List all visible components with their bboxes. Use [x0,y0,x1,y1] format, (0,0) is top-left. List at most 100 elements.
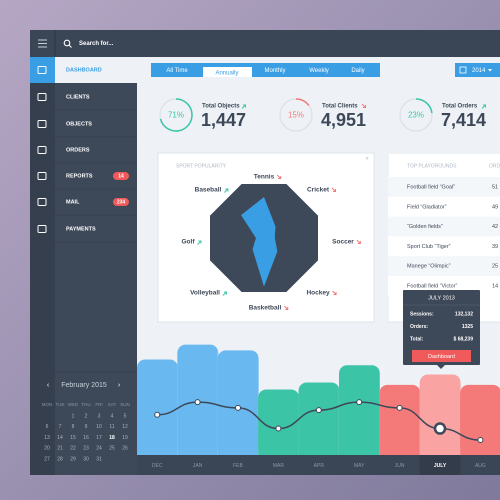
kpi-title: Total Clients [322,104,358,110]
calendar-month: February 2015 [61,382,107,389]
tab[interactable]: All Time [166,68,188,74]
line-point[interactable] [194,399,201,406]
month-label[interactable]: FEB [233,463,243,469]
calendar-day[interactable]: 26 [122,446,128,452]
radar-label: Golf [182,239,196,246]
calendar-day[interactable]: 28 [57,457,63,463]
nav-item[interactable]: OBJECTS [66,121,92,127]
calendar-day[interactable]: 6 [46,424,49,430]
calendar-day[interactable]: 15 [70,435,76,441]
weekday: SUN [120,402,130,407]
calendar-day[interactable]: 20 [44,446,50,452]
calendar-day[interactable]: 10 [96,424,102,430]
calendar-day[interactable]: 18 [109,435,115,441]
calendar-day[interactable]: 4 [111,413,114,419]
nav-item[interactable]: CLIENTS [66,94,90,100]
tab[interactable]: Annually [215,71,238,77]
calendar-day[interactable]: 11 [109,424,114,430]
nav-item[interactable]: MAIL [66,199,80,205]
calendar-day[interactable]: 22 [70,446,76,452]
calendar-day[interactable]: 12 [122,424,128,430]
tooltip-button-label[interactable]: Dashboard [428,354,455,360]
nav-item[interactable]: REPORTS [66,173,93,179]
calendar-day[interactable]: 14 [57,435,63,441]
month-label[interactable]: JAN [193,463,203,469]
line-point[interactable] [356,399,363,406]
radar-area [241,196,278,287]
nav-item[interactable]: DASHBOARD [66,67,102,73]
tooltip-title: JULY 2013 [428,295,455,301]
calendar-day[interactable]: 3 [98,413,101,419]
calendar-day[interactable]: 19 [122,435,128,441]
kpi-value: 4,951 [321,110,366,130]
radar-label: Tennis [254,174,275,181]
area-column-base [379,392,421,455]
month-label[interactable]: JULY [434,463,447,469]
line-point[interactable] [235,404,241,411]
calendar-day[interactable]: 31 [96,457,102,463]
line-point[interactable] [477,437,484,444]
calendar-prev[interactable]: ‹ [47,382,50,389]
nav-icon [37,146,47,154]
table-cell: 49 [492,204,498,210]
tooltip-value: 132,132 [455,311,473,317]
line-point[interactable] [315,407,322,414]
nav-badge [113,172,129,180]
calendar-day[interactable]: 23 [83,446,89,452]
year-icon [459,66,467,74]
kpi-percent: 23% [408,111,424,120]
table-row [388,236,500,257]
calendar-day[interactable]: 8 [72,424,75,430]
nav-icon [37,120,47,128]
table-cell: 14 [492,283,498,289]
tab-active [203,67,252,77]
calendar-day[interactable]: 7 [59,424,62,430]
line-point[interactable] [275,425,282,432]
kpi-arc [295,98,310,107]
tab[interactable]: Weekly [309,68,329,74]
menu-icon[interactable] [38,39,47,48]
calendar-day[interactable]: 2 [85,413,88,419]
calendar-day[interactable]: 17 [96,435,102,441]
weekday: SAT [108,402,117,407]
table-cell: Manege “Olimpic” [407,264,451,270]
calendar-day[interactable]: 1 [72,413,75,419]
month-label[interactable]: MAR [273,463,285,469]
month-label[interactable]: AUG [475,463,486,469]
calendar-next[interactable]: › [118,382,121,389]
calendar-day[interactable]: 29 [70,457,76,463]
nav-item[interactable]: ORDERS [66,147,90,153]
radar-label: Basketball [249,305,282,312]
nav-item[interactable]: PAYMENTS [66,226,96,232]
calendar-day[interactable]: 30 [83,457,89,463]
line-point[interactable] [154,411,161,418]
calendar-day[interactable]: 25 [109,446,115,452]
table-cell: Football field “Goal” [407,184,455,190]
calendar-day[interactable]: 9 [85,424,88,430]
tooltip-key: Sessions: [410,311,434,317]
tab[interactable]: Monthly [264,68,285,74]
tooltip-button[interactable] [412,350,471,362]
tooltip [403,290,480,365]
trend-arrow [241,104,246,109]
calendar-day[interactable]: 27 [44,457,50,463]
month-label[interactable]: DEC [152,463,163,469]
year-select[interactable] [455,63,500,77]
tab[interactable]: Daily [351,68,364,74]
month-label[interactable]: APR [314,463,325,469]
search-input[interactable]: Search for... [79,41,114,47]
nav-icon [37,172,47,180]
line-point[interactable] [396,404,403,411]
search-icon[interactable] [63,39,71,47]
calendar-day[interactable]: 16 [83,435,89,441]
calendar-day[interactable]: 21 [57,446,63,452]
month-label[interactable]: MAY [354,463,365,469]
calendar-day[interactable]: 13 [44,435,50,441]
weekday: THU [81,402,90,407]
calendar-day[interactable]: 5 [124,413,127,419]
line-point[interactable] [433,422,447,435]
calendar-day[interactable]: 24 [96,446,102,452]
card-close[interactable]: × [365,157,369,163]
month-label[interactable]: JUN [395,463,405,469]
